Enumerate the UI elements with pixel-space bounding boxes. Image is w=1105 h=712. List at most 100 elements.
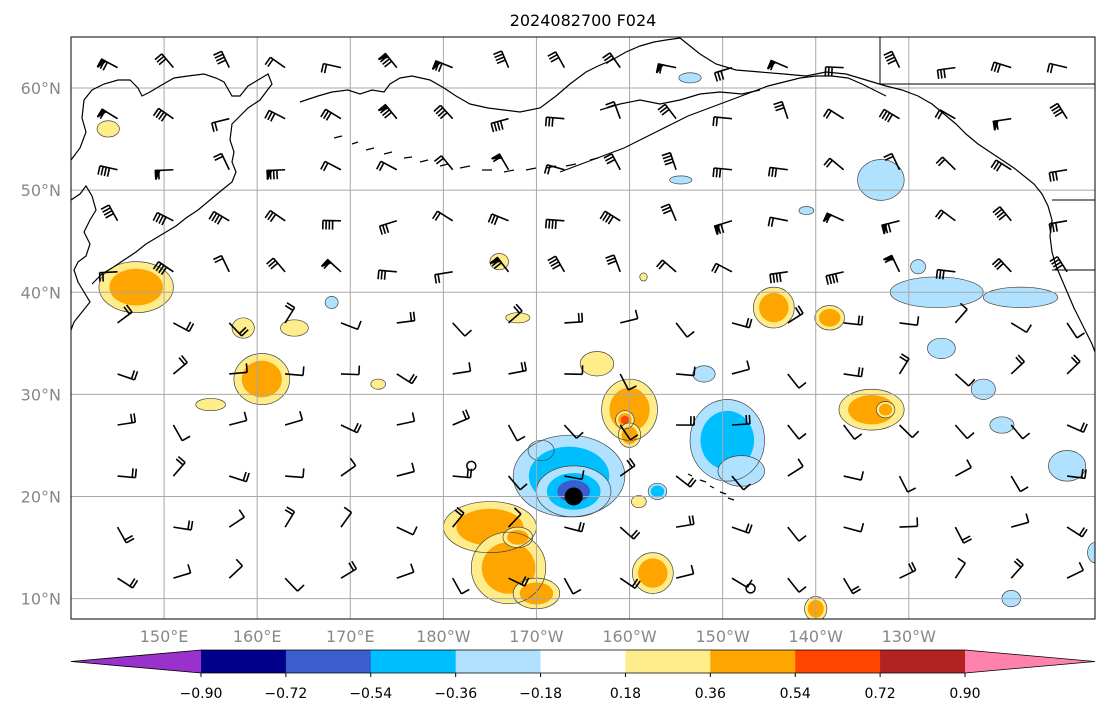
wind-barb: [843, 367, 864, 378]
wind-barb: [1066, 526, 1088, 538]
lon-tick-label: 180°W: [416, 627, 471, 646]
wind-barb: [954, 557, 966, 579]
wind-barb: [320, 108, 342, 121]
anomaly-fill-region: [692, 365, 716, 383]
open-circle-marker: [466, 460, 477, 472]
anomaly-contour: [370, 378, 386, 390]
anomaly-fill-region: [232, 317, 255, 339]
wind-barb: [883, 50, 901, 68]
wind-barb: [660, 203, 677, 222]
graticule: [71, 37, 1095, 619]
anomaly-fill-region: [1048, 450, 1086, 482]
wind-barb: [451, 577, 470, 595]
wind-barb: [563, 577, 582, 595]
wind-barb: [396, 462, 416, 477]
wind-barb: [898, 424, 920, 439]
wind-barb: [787, 373, 807, 389]
map-panel[interactable]: [71, 37, 1102, 621]
wind-barb: [1010, 558, 1024, 579]
wind-barb: [934, 209, 956, 222]
wind-barb: [264, 56, 286, 69]
anomaly-contour: [1087, 542, 1095, 564]
wind-barb: [152, 260, 174, 276]
colorbar-tick-label: 0.72: [865, 686, 896, 702]
wind-barb: [881, 220, 900, 235]
anomaly-contour: [505, 312, 531, 324]
wind-barb: [564, 312, 584, 324]
wind-barb: [1010, 424, 1031, 440]
wind-barb: [340, 457, 357, 477]
wind-barb: [602, 52, 621, 69]
wind-barb: [822, 108, 845, 120]
wind-barb: [713, 66, 733, 82]
anomaly-contour: [910, 259, 926, 275]
colorbar-tick-label: −0.90: [180, 686, 223, 702]
wind-barb: [787, 526, 807, 542]
wind-barb: [899, 517, 919, 528]
wind-barb: [767, 166, 788, 178]
marker-layer: [466, 460, 756, 594]
wind-barb: [843, 522, 865, 533]
lon-tick-label: 140°W: [789, 627, 844, 646]
wind-barb: [285, 468, 305, 479]
wind-barb: [173, 520, 194, 531]
wind-barb: [605, 254, 621, 273]
lon-tick-label: 170°E: [326, 627, 375, 646]
wind-barb: [883, 152, 901, 171]
latitude-tick-labels: 10°N 20°N 30°N 40°N 50°N 60°N: [21, 79, 61, 609]
colorbar-tick-label: 0.36: [695, 686, 726, 702]
wind-barb: [396, 412, 416, 426]
wind-barb: [487, 213, 509, 226]
wind-barb: [117, 370, 139, 381]
wind-barb: [431, 59, 453, 73]
wind-barb: [266, 168, 286, 180]
wind-barb: [676, 366, 696, 377]
wind-barb: [96, 108, 118, 120]
colorbar-segment: [625, 650, 711, 673]
anomaly-contour: [231, 317, 255, 339]
lat-tick-label: 40°N: [21, 283, 61, 302]
anomaly-fill-region: [195, 398, 226, 411]
storm-center-marker[interactable]: [564, 487, 583, 506]
anomaly-fill-region: [481, 542, 536, 594]
wind-barb: [1049, 102, 1068, 120]
anomaly-contour: [280, 319, 309, 337]
wind-barb: [213, 254, 230, 273]
anomaly-contour: [96, 120, 120, 138]
anomaly-fill-region: [580, 351, 614, 376]
wind-barb: [173, 321, 195, 333]
wind-barb: [285, 366, 305, 377]
wind-barb: [731, 475, 751, 491]
anomaly-contour: [579, 351, 615, 377]
wind-barb: [340, 365, 361, 376]
wind-barb: [878, 108, 900, 123]
anomaly-contour-layer: [96, 72, 1095, 619]
wind-barb: [543, 164, 565, 175]
wind-barb: [396, 311, 416, 324]
coastlines: [71, 37, 1095, 501]
wind-barb: [433, 155, 454, 171]
wind-barb: [675, 515, 695, 528]
wind-barb: [154, 53, 175, 69]
lat-tick-label: 50°N: [21, 181, 61, 200]
anomaly-fill-region: [631, 495, 647, 508]
wind-barb: [493, 50, 510, 68]
wind-barb: [843, 471, 864, 481]
lat-tick-label: 20°N: [21, 487, 61, 506]
wind-barb: [899, 316, 920, 327]
wind-barb: [823, 157, 845, 171]
anomaly-fill-region: [280, 319, 309, 337]
wind-barb: [1048, 168, 1068, 182]
wind-barb: [619, 526, 641, 540]
lon-tick-label: 150°E: [140, 627, 189, 646]
wind-barb: [934, 109, 956, 120]
wind-barb: [490, 117, 509, 133]
wind-barb: [1049, 255, 1068, 273]
colorbar-segment: [201, 650, 287, 673]
anomaly-contour: [631, 552, 674, 594]
wind-barb: [1010, 475, 1029, 493]
wind-barb: [712, 116, 733, 127]
wind-barb: [431, 210, 454, 222]
anomaly-fill-region: [759, 292, 789, 323]
anomaly-fill-region: [927, 338, 956, 359]
